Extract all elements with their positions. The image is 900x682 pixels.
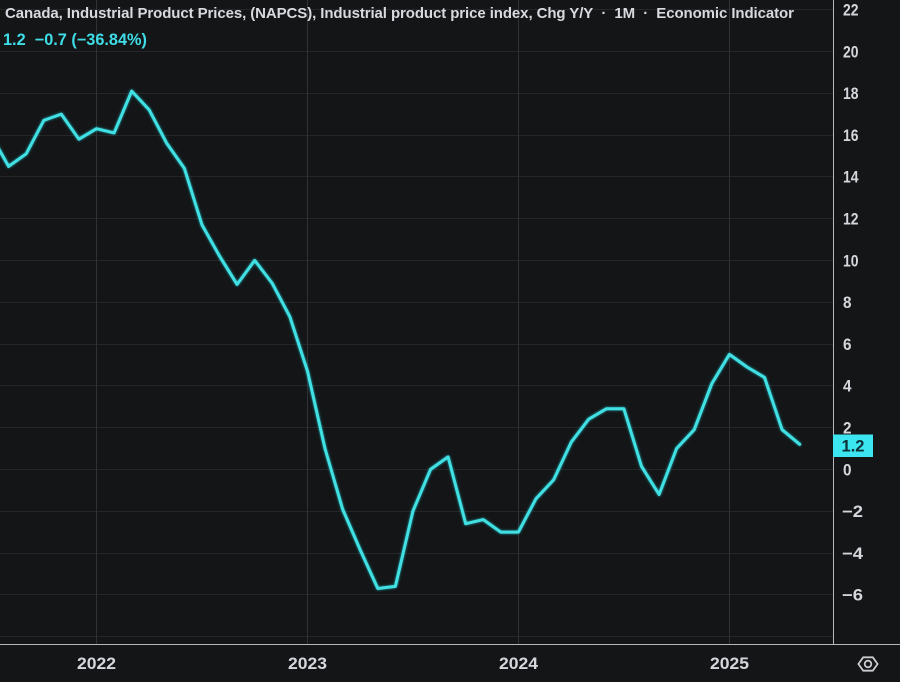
- svg-text:6: 6: [843, 336, 852, 354]
- svg-text:2: 2: [843, 420, 852, 438]
- svg-text:−4: −4: [842, 545, 864, 563]
- svg-text:8: 8: [843, 294, 852, 312]
- svg-text:0: 0: [843, 461, 852, 479]
- svg-text:10: 10: [843, 252, 859, 270]
- svg-text:2022: 2022: [77, 655, 116, 673]
- svg-text:12: 12: [843, 211, 859, 229]
- svg-text:14: 14: [843, 169, 859, 187]
- svg-text:16: 16: [843, 127, 859, 145]
- svg-text:2024: 2024: [499, 655, 539, 673]
- svg-text:20: 20: [843, 43, 859, 61]
- svg-text:4: 4: [843, 378, 852, 396]
- svg-text:22: 22: [843, 2, 859, 20]
- svg-text:2023: 2023: [288, 655, 327, 673]
- svg-text:1.2: 1.2: [842, 438, 865, 456]
- svg-text:−6: −6: [842, 587, 863, 605]
- svg-text:18: 18: [843, 85, 859, 103]
- svg-text:2025: 2025: [710, 655, 749, 673]
- svg-text:−2: −2: [842, 503, 863, 521]
